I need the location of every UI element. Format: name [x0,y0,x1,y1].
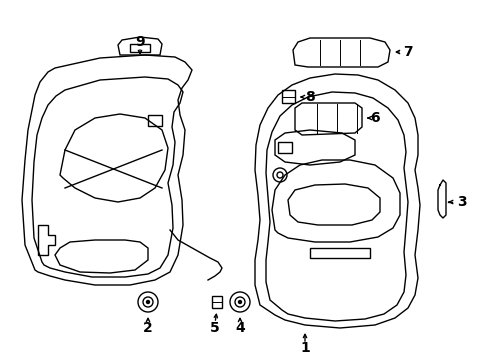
Text: 1: 1 [300,341,309,355]
Circle shape [146,301,149,303]
Text: 7: 7 [403,45,412,59]
Circle shape [238,301,241,303]
Text: 4: 4 [235,321,244,335]
Text: 2: 2 [143,321,153,335]
Text: 8: 8 [305,90,314,104]
Text: 9: 9 [135,35,144,49]
Text: 3: 3 [456,195,466,209]
Text: 5: 5 [210,321,220,335]
Text: 6: 6 [369,111,379,125]
